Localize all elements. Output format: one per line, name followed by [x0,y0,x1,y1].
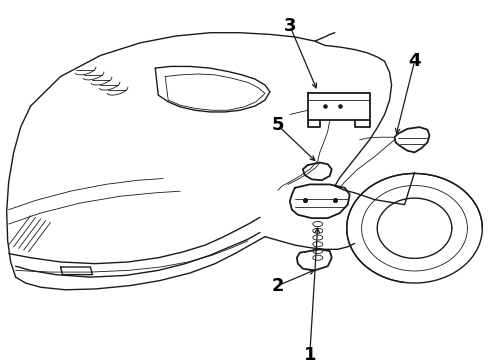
Text: 1: 1 [304,346,316,360]
Text: 5: 5 [271,116,284,134]
Text: 3: 3 [284,17,296,35]
Text: 4: 4 [408,52,421,70]
Text: 2: 2 [271,276,284,294]
